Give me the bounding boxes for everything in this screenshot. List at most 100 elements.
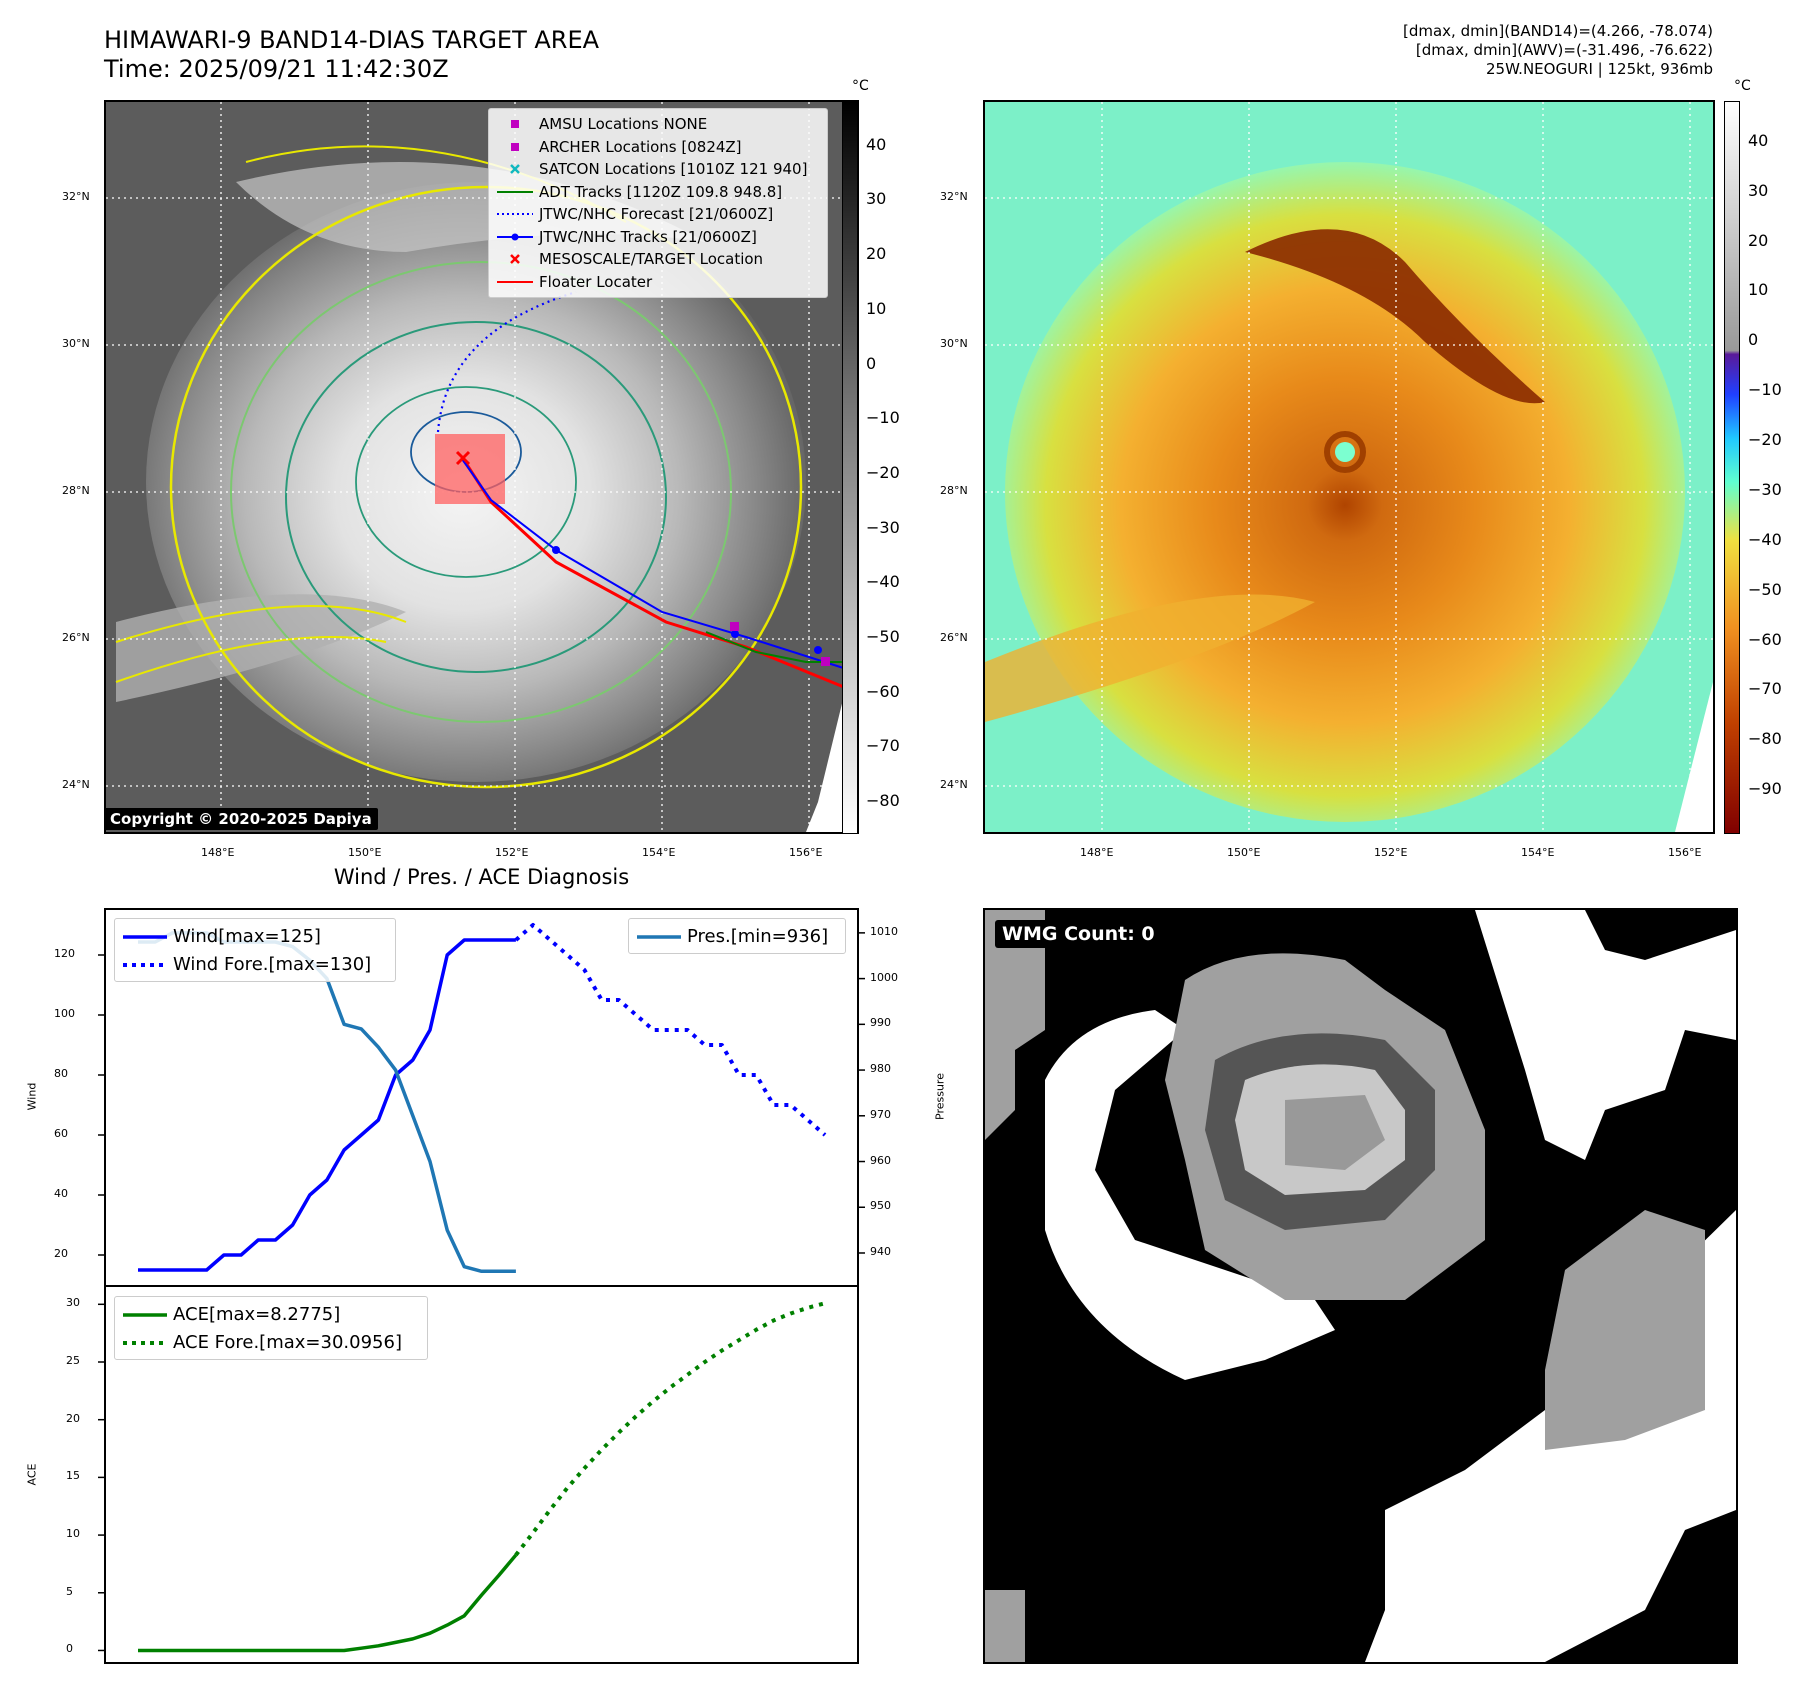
pressure-tick-label: 980 bbox=[870, 1062, 891, 1076]
colorbar-left-tick: −10 bbox=[866, 408, 900, 428]
awv-map-svg bbox=[985, 102, 1713, 832]
colorbar-right-unit: °C bbox=[1734, 78, 1751, 94]
awv-map-panel bbox=[983, 100, 1715, 834]
pressure-tick-label: 970 bbox=[870, 1107, 891, 1121]
ace-tick-label: 0 bbox=[66, 1642, 73, 1656]
contour-yellow bbox=[169, 185, 803, 789]
figure-title: HIMAWARI-9 BAND14-DIAS TARGET AREA Time:… bbox=[104, 26, 599, 84]
colorbar-left-tick: −80 bbox=[866, 791, 900, 811]
wmg-arc-white bbox=[1045, 1010, 1335, 1380]
awv-lat-label-28: 28°N bbox=[940, 484, 968, 497]
stats-line2: [dmax, dmin](AWV)=(-31.496, -76.622) bbox=[1415, 41, 1713, 59]
legend-archer: ARCHER Locations [0824Z] bbox=[497, 136, 819, 159]
legend-jtwc-forecast: JTWC/NHC Forecast [21/0600Z] bbox=[497, 205, 774, 223]
wind-tick-label: 60 bbox=[54, 1127, 68, 1140]
colorbar-left-tick: −60 bbox=[866, 681, 900, 701]
series-line-wind-dotted bbox=[514, 923, 827, 1137]
legend-wind-fore: Wind Fore.[max=130] bbox=[123, 954, 372, 975]
pressure-tick-label: 1010 bbox=[870, 924, 898, 938]
colorbar-right bbox=[1724, 101, 1740, 834]
map-legend: AMSU Locations NONE ARCHER Locations [08… bbox=[488, 108, 828, 298]
awv-eye bbox=[1335, 442, 1355, 462]
colorbar-left-unit: °C bbox=[852, 78, 869, 94]
lon-label-150: 150°E bbox=[348, 846, 382, 859]
colorbar-right-tick: −60 bbox=[1748, 629, 1782, 649]
pressure-tick-label: 990 bbox=[870, 1016, 891, 1030]
legend-jtwc-tracks: JTWC/NHC Tracks [21/0600Z] bbox=[497, 226, 819, 249]
awv-lat-label-24: 24°N bbox=[940, 778, 968, 791]
lat-label-30: 30°N bbox=[62, 337, 90, 350]
ace-axis-title: ACE bbox=[25, 1463, 39, 1486]
colorbar-right-tick: 30 bbox=[1748, 180, 1769, 200]
colorbar-right-tick: 40 bbox=[1748, 130, 1769, 150]
title-line1: HIMAWARI-9 BAND14-DIAS TARGET AREA bbox=[104, 26, 600, 54]
colorbar-right-tick: −20 bbox=[1748, 430, 1782, 450]
lat-label-26: 26°N bbox=[62, 631, 90, 644]
awv-lat-label-32: 32°N bbox=[940, 190, 968, 203]
legend-target: MESOSCALE/TARGET Location bbox=[497, 248, 819, 271]
colorbar-left-tick: 40 bbox=[866, 134, 887, 154]
copyright-label: Copyright © 2020-2025 Dapiya bbox=[104, 808, 378, 830]
pressure-tick-label: 950 bbox=[870, 1199, 891, 1213]
target-marker bbox=[455, 450, 471, 466]
ace-tick-label: 10 bbox=[66, 1527, 80, 1541]
pres-legend: Pres.[min=936] bbox=[628, 918, 846, 954]
ace-legend: ACE[max=8.2775] ACE Fore.[max=30.0956] bbox=[114, 1296, 428, 1360]
series-line-wind-solid bbox=[138, 938, 516, 1272]
legend-pres: Pres.[min=936] bbox=[637, 926, 829, 947]
wind-legend: Wind[max=125] Wind Fore.[max=130] bbox=[114, 918, 396, 982]
wmg-svg bbox=[985, 910, 1736, 1662]
wind-tick-label: 80 bbox=[54, 1067, 68, 1080]
colorbar-right-tick: 0 bbox=[1748, 330, 1759, 350]
colorbar-left-tick: −40 bbox=[866, 572, 900, 592]
series-line-pres-solid bbox=[138, 931, 516, 1274]
colorbar-left-tick: −30 bbox=[866, 517, 900, 537]
wmg-white-ne bbox=[1475, 910, 1736, 1160]
wind-tick-label: 120 bbox=[54, 947, 75, 960]
awv-lon-label-148: 148°E bbox=[1080, 846, 1114, 859]
legend-ace-fore: ACE Fore.[max=30.0956] bbox=[123, 1332, 402, 1353]
lat-label-28: 28°N bbox=[62, 484, 90, 497]
wind-tick-label: 40 bbox=[54, 1187, 68, 1200]
legend-wind: Wind[max=125] bbox=[123, 926, 321, 947]
lat-label-32: 32°N bbox=[62, 190, 90, 203]
colorbar-right-tick: −40 bbox=[1748, 529, 1782, 549]
awv-dry-slot bbox=[1245, 229, 1545, 404]
ace-tick-label: 20 bbox=[66, 1411, 80, 1425]
lat-label-24: 24°N bbox=[62, 778, 90, 791]
legend-adt: ADT Tracks [1120Z 109.8 948.8] bbox=[497, 182, 783, 201]
wind-tick-label: 20 bbox=[54, 1247, 68, 1260]
series-line-ace-solid bbox=[138, 1553, 518, 1653]
title-line2: Time: 2025/09/21 11:42:30Z bbox=[104, 55, 449, 83]
ace-panel bbox=[104, 1285, 859, 1664]
colorbar-left-tick: 0 bbox=[866, 353, 877, 373]
colorbar-right-tick: 20 bbox=[1748, 230, 1769, 250]
pressure-tick-label: 940 bbox=[870, 1244, 891, 1258]
wind-tick-label: 100 bbox=[54, 1007, 75, 1020]
stats-header: [dmax, dmin](BAND14)=(4.266, -78.074) [d… bbox=[1403, 22, 1713, 79]
ace-tick-label: 5 bbox=[66, 1584, 73, 1598]
awv-lat-label-26: 26°N bbox=[940, 631, 968, 644]
awv-lon-label-152: 152°E bbox=[1374, 846, 1408, 859]
colorbar-right-tick: −10 bbox=[1748, 380, 1782, 400]
contour-teal bbox=[285, 321, 667, 673]
lon-label-152: 152°E bbox=[495, 846, 529, 859]
lon-label-156: 156°E bbox=[789, 846, 823, 859]
colorbar-right-tick: −70 bbox=[1748, 679, 1782, 699]
stats-line3: 25W.NEOGURI | 125kt, 936mb bbox=[1485, 60, 1713, 78]
colorbar-right-tick: −50 bbox=[1748, 579, 1782, 599]
wmg-count-label: WMG Count: 0 bbox=[995, 920, 1162, 948]
colorbar-left-tick: 20 bbox=[866, 244, 887, 264]
awv-lon-label-156: 156°E bbox=[1668, 846, 1702, 859]
colorbar-right-tick: −30 bbox=[1748, 479, 1782, 499]
colorbar-right-tick: −80 bbox=[1748, 729, 1782, 749]
diagnosis-title: Wind / Pres. / ACE Diagnosis bbox=[333, 865, 630, 889]
wind-axis-title: Wind bbox=[25, 1082, 39, 1111]
colorbar-left bbox=[842, 101, 858, 834]
colorbar-left-tick: −70 bbox=[866, 736, 900, 756]
stats-line1: [dmax, dmin](BAND14)=(4.266, -78.074) bbox=[1402, 22, 1713, 40]
awv-lon-label-150: 150°E bbox=[1227, 846, 1261, 859]
legend-floater: Floater Locater bbox=[497, 272, 653, 291]
awv-lat-label-30: 30°N bbox=[940, 337, 968, 350]
